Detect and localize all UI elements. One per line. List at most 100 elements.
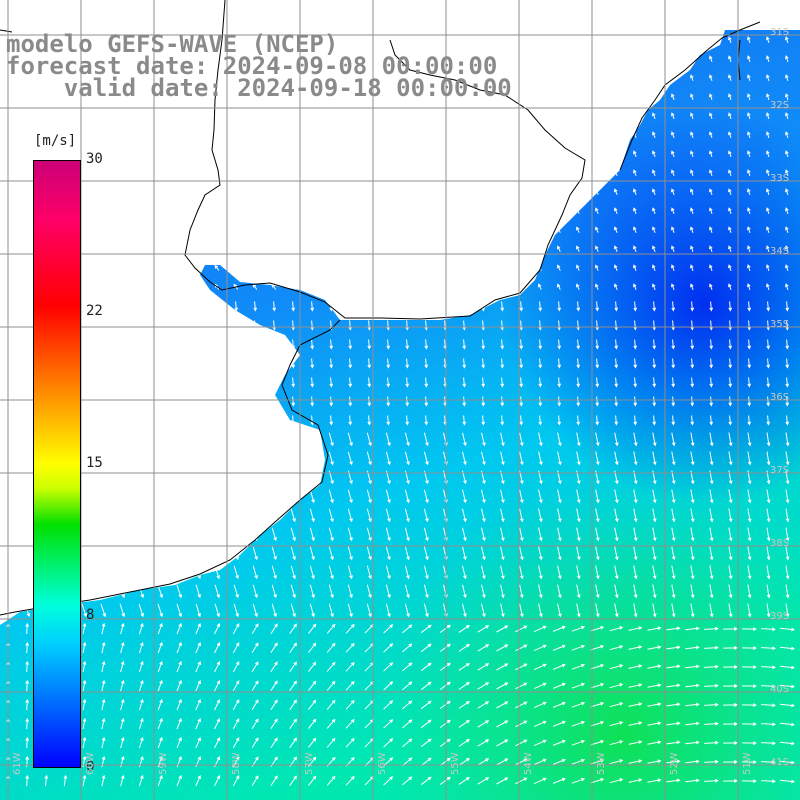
wind-arrow: [633, 169, 637, 176]
wind-arrow: [742, 779, 757, 783]
wind-arrow: [309, 207, 315, 214]
wind-arrow: [671, 489, 676, 504]
wind-arrow: [633, 264, 637, 271]
wind-arrow: [780, 722, 795, 727]
wind-arrow: [481, 188, 485, 195]
colorbar-tick-30: 30: [86, 151, 103, 167]
wind-arrow: [233, 508, 239, 523]
wind-arrow: [647, 740, 662, 745]
wind-arrow: [309, 150, 315, 157]
wind-arrow: [405, 320, 410, 331]
wind-arrow: [385, 432, 391, 447]
wind-arrow: [289, 699, 297, 710]
wind-arrow: [214, 718, 221, 730]
lat-label: 37S: [770, 465, 790, 476]
wind-arrow: [633, 339, 638, 350]
wind-arrow: [101, 320, 106, 331]
wind-arrow: [81, 603, 88, 618]
wind-arrow: [458, 682, 470, 690]
wind-arrow: [519, 207, 523, 214]
wind-arrow: [177, 377, 182, 388]
wind-arrow: [423, 508, 429, 523]
wind-arrow: [766, 131, 770, 139]
wind-arrow: [420, 757, 432, 767]
wind-arrow: [552, 739, 566, 746]
wind-arrow: [232, 775, 240, 787]
wind-arrow: [309, 603, 315, 618]
wind-arrow: [709, 112, 713, 119]
wind-arrow: [538, 415, 543, 426]
wind-arrow: [82, 415, 87, 426]
wind-arrow: [81, 208, 87, 214]
wind-arrow: [214, 737, 221, 749]
wind-arrow: [690, 396, 695, 407]
wind-arrow: [24, 432, 31, 447]
wind-arrow: [519, 93, 523, 100]
wind-arrow: [347, 584, 353, 599]
wind-arrow: [500, 546, 505, 561]
wind-arrow: [385, 264, 390, 271]
wind-arrow: [385, 508, 391, 523]
wind-arrow: [233, 207, 239, 214]
wind-arrow: [157, 451, 163, 466]
wind-arrow: [424, 320, 429, 331]
lon-label: 58W: [231, 752, 242, 775]
wind-arrow: [780, 760, 795, 765]
wind-arrow: [780, 741, 795, 746]
wind-arrow: [328, 245, 334, 252]
lon-label: 56W: [377, 752, 388, 775]
wind-arrow: [348, 358, 353, 369]
wind-arrow: [595, 489, 600, 504]
wind-arrow: [196, 415, 201, 426]
wind-arrow: [290, 169, 296, 176]
wind-arrow: [595, 150, 599, 157]
wind-arrow: [633, 93, 637, 100]
wind-arrow: [81, 489, 88, 504]
wind-arrow: [652, 339, 657, 350]
wind-arrow: [496, 701, 509, 709]
wind-arrow: [138, 150, 144, 157]
wind-arrow: [420, 776, 432, 786]
wind-arrow: [366, 584, 372, 599]
wind-arrow: [176, 169, 182, 176]
wind-arrow: [251, 661, 259, 673]
wind-arrow: [290, 603, 296, 618]
wind-arrow: [785, 169, 789, 177]
wind-arrow: [533, 739, 547, 747]
wind-arrow: [214, 489, 220, 504]
wind-arrow: [766, 432, 771, 447]
wind-arrow: [177, 320, 182, 331]
wind-arrow: [780, 646, 795, 651]
wind-arrow: [81, 265, 87, 271]
wind-arrow: [538, 320, 543, 331]
wind-arrow: [690, 489, 695, 504]
wind-arrow: [215, 396, 220, 407]
wind-arrow: [671, 301, 676, 312]
wind-arrow: [424, 415, 429, 426]
wind-arrow: [119, 264, 125, 271]
wind-arrow: [595, 565, 600, 580]
wind-arrow: [233, 584, 239, 599]
wind-arrow: [176, 283, 182, 290]
wind-arrow: [500, 358, 505, 369]
wind-arrow: [25, 698, 30, 711]
wind-arrow: [82, 320, 87, 331]
wind-arrow: [747, 396, 752, 407]
wind-arrow: [552, 720, 566, 727]
wind-arrow: [347, 207, 353, 214]
wind-arrow: [633, 546, 638, 561]
wind-arrow: [671, 415, 676, 426]
wind-arrow: [557, 188, 561, 195]
wind-arrow: [747, 508, 752, 523]
wind-arrow: [157, 131, 163, 138]
wind-arrow: [158, 396, 163, 407]
wind-arrow: [519, 169, 523, 176]
wind-arrow: [120, 622, 125, 635]
wind-arrow: [157, 527, 163, 542]
wind-arrow: [383, 738, 394, 748]
wind-arrow: [252, 508, 258, 523]
wind-arrow: [785, 339, 790, 350]
wind-arrow: [652, 432, 657, 447]
wind-arrow: [326, 775, 336, 786]
